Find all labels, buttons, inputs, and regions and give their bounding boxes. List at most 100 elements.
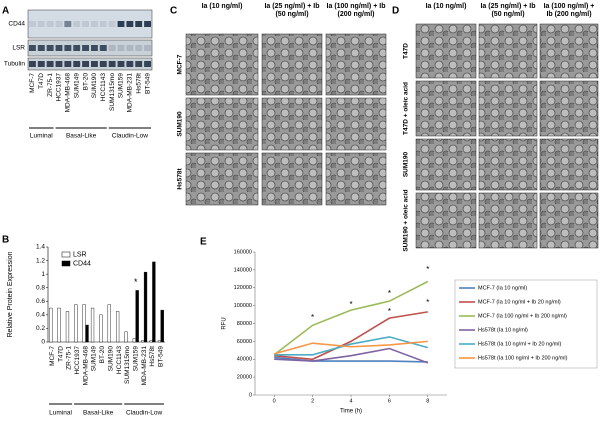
annotation: * — [349, 300, 352, 309]
blot-band — [37, 45, 45, 51]
y-tick-label: 80000 — [237, 321, 252, 327]
blot-band — [46, 61, 54, 67]
x-tick-label: ZR-75-1 — [66, 346, 73, 370]
group-label: Claudin-Low — [126, 410, 162, 417]
group-label: Basal-Like — [83, 410, 114, 417]
blot-band — [46, 21, 54, 27]
blot-band — [82, 61, 89, 67]
blot-band — [37, 21, 45, 27]
blot-band — [135, 45, 143, 51]
blot-band — [108, 45, 116, 51]
annotation: * — [134, 277, 138, 287]
x-tick-label: MDA-MB-231 — [141, 346, 148, 386]
column-header: Ia (100 ng/ml) + Ib (200 ng/ml) — [543, 3, 595, 18]
bar — [157, 340, 162, 343]
lane-label: Hs578t — [135, 73, 142, 94]
blot-band — [64, 21, 72, 27]
bar — [107, 304, 111, 343]
legend-swatch — [61, 260, 71, 267]
annotation: * — [426, 298, 429, 307]
micrograph — [478, 138, 538, 191]
x-tick-label: BT-549 — [158, 346, 165, 367]
bar — [149, 340, 153, 343]
lane-label: HCC1143 — [100, 73, 107, 101]
series-line — [274, 311, 428, 361]
micrograph — [261, 152, 323, 206]
bar — [132, 338, 136, 343]
micrograph — [261, 97, 323, 151]
legend-label: Hs578t (Ia 100 ng/ml + Ib 200 ng/ml) — [478, 355, 568, 361]
y-tick-label: 120000 — [234, 285, 252, 291]
blot-band — [29, 21, 36, 27]
x-tick-label: 0 — [273, 398, 276, 404]
micrograph — [415, 80, 477, 137]
x-tick-label: 6 — [388, 398, 391, 404]
bar — [57, 307, 61, 343]
bar — [115, 311, 120, 343]
group-label: Claudin-Low — [112, 133, 148, 140]
blot-band — [126, 21, 134, 27]
lane-label: SUM190 — [91, 73, 98, 99]
x-tick-label: 4 — [349, 398, 352, 404]
y-tick-label: 40000 — [237, 357, 252, 363]
blot-band — [135, 61, 143, 67]
x-axis-title: Time (h) — [340, 409, 362, 415]
x-tick-label: SUM149 — [91, 346, 98, 372]
bar — [90, 307, 95, 343]
row-label: SUM190 + oleic acid — [403, 189, 410, 251]
row-label: T47D + oleic acid — [403, 82, 410, 135]
panel-label: D — [392, 6, 399, 17]
x-tick-label: MDA-MB-468 — [82, 346, 89, 386]
blot-strip — [27, 57, 153, 71]
blot-band — [73, 21, 81, 27]
series-line — [274, 336, 429, 356]
panel-label: E — [200, 237, 207, 248]
legend-label: CD44 — [73, 260, 91, 267]
bar — [74, 304, 78, 343]
micrograph — [185, 152, 259, 206]
blot-band — [144, 61, 151, 67]
blot-band — [55, 61, 63, 67]
y-axis-title: RFU — [222, 317, 228, 329]
lane-label: MDA-MB-468 — [65, 73, 72, 113]
row-label: SUM190 — [177, 111, 184, 137]
row-label: SUM190 — [403, 151, 410, 177]
series-line — [274, 347, 429, 364]
lane-label: SUM1315mo — [109, 73, 116, 111]
row-label: MCF-7 — [177, 54, 184, 74]
x-tick-label: HCC1937 — [74, 346, 81, 375]
row-label: T47D — [403, 43, 410, 59]
annotation: * — [311, 313, 314, 322]
y-tick-label: 140000 — [234, 267, 252, 273]
blot-band — [55, 21, 63, 27]
legend-label: LSR — [73, 251, 87, 258]
bar — [85, 324, 89, 343]
column-header: Ia (10 ng/ml) — [425, 3, 467, 10]
bar — [124, 331, 128, 343]
lane-label: SUM149 — [73, 73, 80, 99]
blot-band — [82, 45, 89, 51]
panel-label: B — [2, 235, 9, 246]
blot-band — [55, 45, 63, 51]
micrograph — [185, 33, 259, 96]
bar — [135, 290, 139, 343]
bar — [49, 307, 53, 343]
x-tick-label: SUM190 — [107, 346, 114, 372]
blot-band — [117, 61, 125, 67]
legend-label: MCF-7 (Ia 10 ng/ml) — [478, 285, 527, 291]
blot-band — [126, 45, 134, 51]
blot-band — [64, 61, 72, 67]
column-header: Ia (25 ng/ml) + Ib (50 ng/ml) — [264, 3, 320, 18]
blot-band — [73, 45, 81, 51]
micrograph — [539, 138, 599, 191]
x-tick-label: 8 — [426, 398, 429, 404]
x-tick-label: SUM159 — [132, 346, 139, 372]
column-header: Ia (10 ng/ml) — [201, 3, 243, 10]
y-tick-label: 1.4 — [36, 244, 45, 251]
annotation: * — [388, 289, 391, 298]
micrograph — [478, 23, 538, 79]
column-header: Ia (25 ng/ml) + Ib (50 ng/ml) — [480, 3, 536, 18]
micrograph — [539, 80, 599, 137]
blot-band — [82, 21, 89, 27]
